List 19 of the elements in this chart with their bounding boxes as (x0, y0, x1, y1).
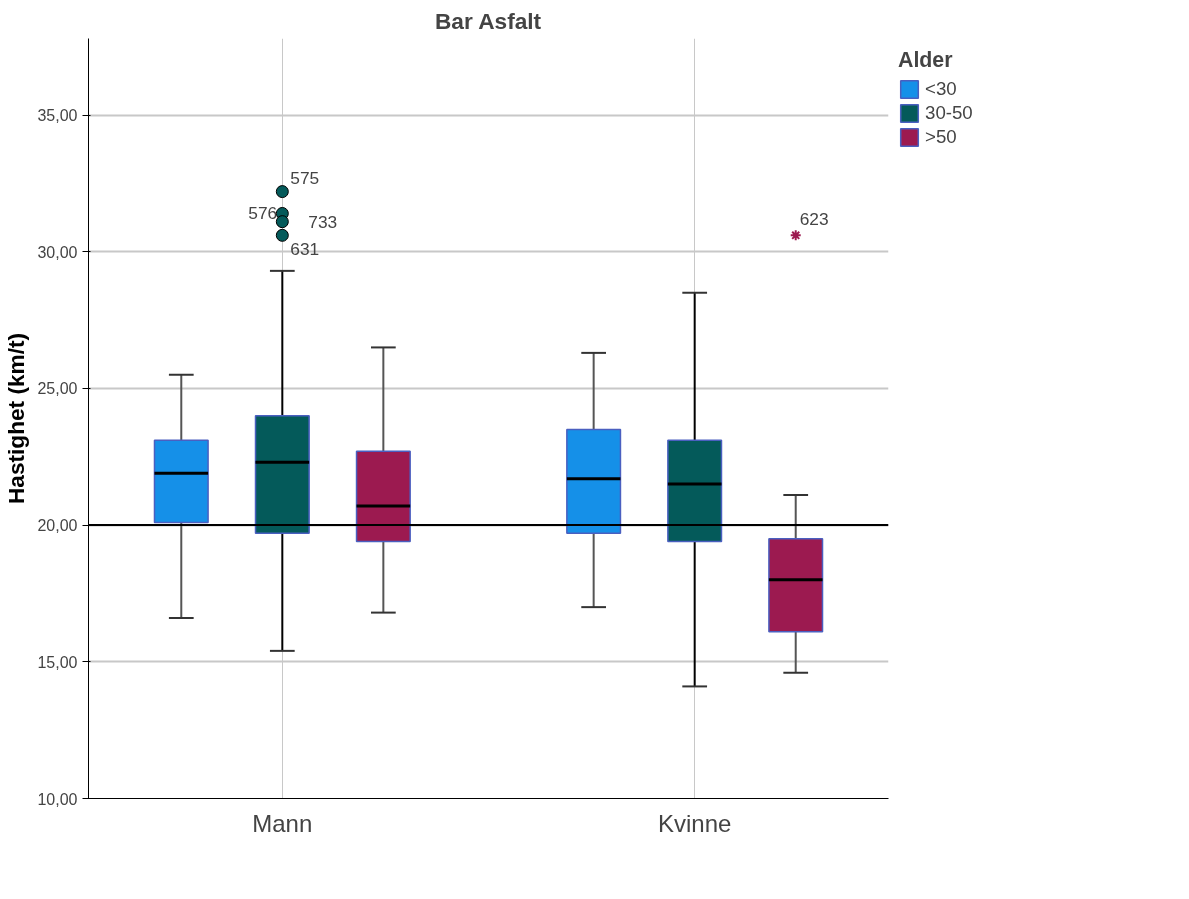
y-tick-label: 20,00 (37, 517, 78, 535)
legend-label: <30 (925, 78, 957, 100)
y-axis-title: Hastighet (km/t) (3, 332, 30, 505)
x-tick-label: Mann (252, 809, 313, 837)
legend-label: >50 (925, 126, 957, 148)
legend-title: Alder (898, 48, 954, 73)
annotation: 733 (308, 211, 338, 232)
y-tick-label: 25,00 (37, 380, 78, 398)
y-tick-label: 10,00 (37, 790, 78, 808)
annotation: 575 (290, 167, 320, 188)
annotation: 576 (248, 203, 278, 224)
legend-label: 30-50 (925, 102, 973, 124)
chart-title: Bar Asfalt (434, 7, 542, 34)
y-tick-label: 35,00 (37, 107, 78, 125)
annotation: 631 (290, 239, 320, 260)
y-tick-label: 15,00 (37, 653, 78, 671)
x-tick-label: Kvinne (657, 809, 732, 837)
y-tick-label: 30,00 (37, 243, 78, 261)
annotation: 623 (799, 209, 829, 230)
